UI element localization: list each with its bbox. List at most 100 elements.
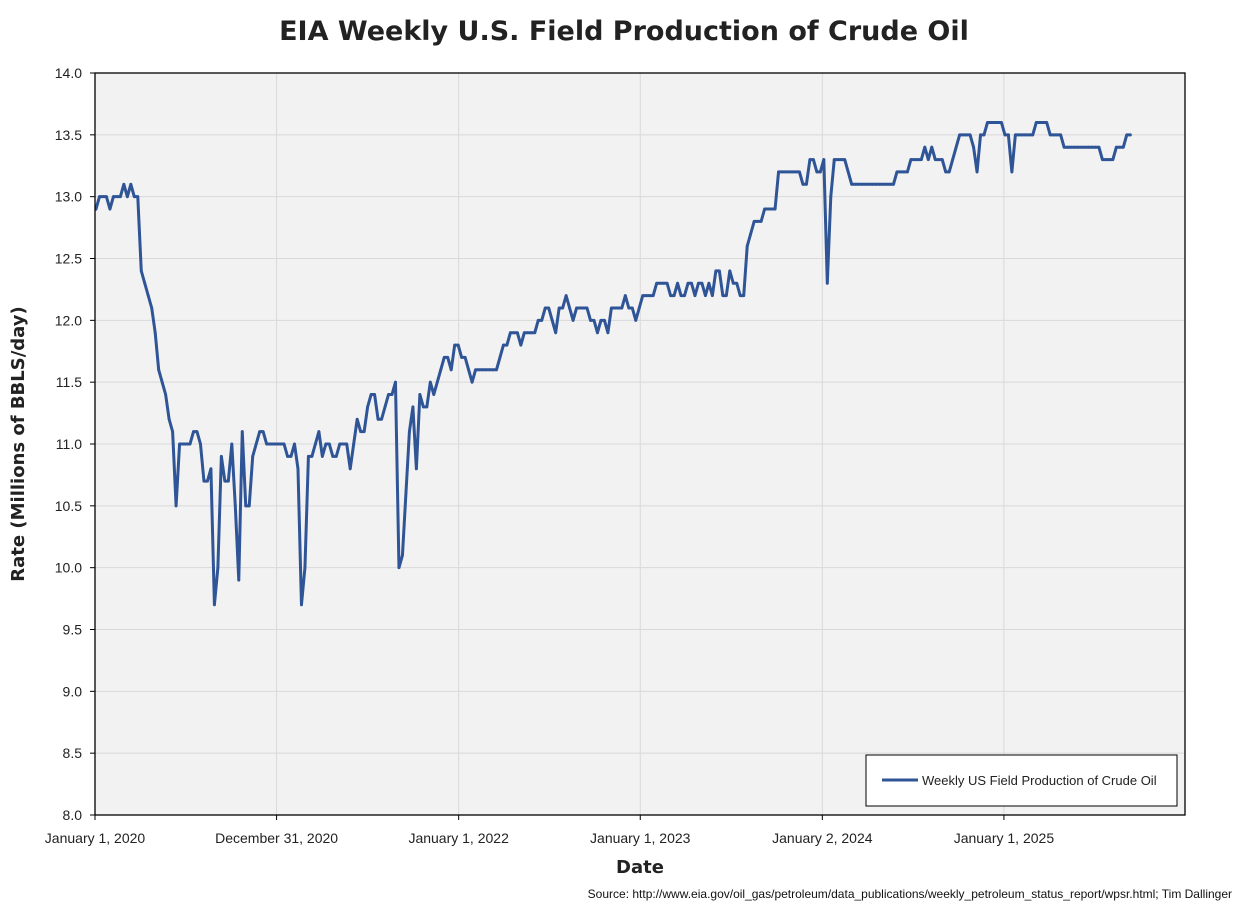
data-point — [1125, 133, 1129, 137]
data-point — [940, 158, 944, 161]
data-point — [557, 306, 561, 310]
data-point — [1020, 133, 1024, 137]
data-point — [700, 281, 704, 285]
data-point — [195, 430, 199, 434]
data-point — [484, 368, 488, 372]
data-point — [1114, 145, 1118, 149]
data-point — [98, 195, 101, 199]
data-point — [460, 356, 464, 359]
data-point — [139, 269, 143, 273]
data-point — [533, 331, 537, 335]
data-point — [1010, 170, 1014, 174]
data-point — [164, 393, 168, 396]
data-point — [1003, 133, 1007, 137]
x-tick-label: January 2, 2024 — [772, 830, 873, 846]
data-point — [213, 603, 216, 607]
data-point — [307, 454, 310, 458]
data-point — [453, 343, 457, 347]
plot-frame — [94, 72, 1186, 816]
data-point — [846, 170, 850, 174]
data-point — [108, 207, 112, 211]
data-point — [815, 170, 819, 174]
legend-label: Weekly US Field Production of Crude Oil — [922, 773, 1157, 788]
data-point — [543, 306, 547, 310]
data-point — [1087, 145, 1090, 149]
data-point — [867, 182, 871, 186]
data-point — [697, 281, 700, 285]
data-point — [258, 430, 262, 434]
data-point — [655, 281, 659, 285]
data-point — [735, 281, 739, 285]
data-point — [345, 442, 349, 446]
data-point — [798, 170, 801, 174]
data-point — [679, 294, 683, 297]
data-point — [1094, 145, 1097, 149]
data-point — [373, 393, 376, 396]
data-point — [488, 368, 491, 372]
data-point — [1080, 145, 1083, 149]
data-point — [1073, 145, 1076, 149]
data-point — [536, 318, 540, 322]
data-point — [909, 158, 913, 161]
data-point — [1104, 158, 1108, 161]
data-point — [676, 281, 679, 285]
data-point — [683, 294, 686, 297]
data-point — [300, 603, 303, 607]
data-point — [979, 133, 982, 137]
data-point — [958, 133, 962, 137]
data-point — [634, 318, 638, 322]
data-point — [982, 133, 986, 137]
data-point — [937, 158, 941, 161]
data-point — [836, 158, 840, 161]
y-axis-ticks: 8.0 8.5 9.0 9.5 10.0 10.5 11.0 11.5 12.0 12.5 13.0… — [55, 65, 95, 823]
data-point — [512, 331, 516, 335]
data-point — [892, 182, 895, 186]
data-point — [474, 368, 477, 372]
data-point — [906, 170, 909, 174]
data-point — [206, 479, 209, 483]
data-point — [185, 442, 188, 446]
y-axis-title: Rate (Millions of BBLS/day) — [8, 306, 29, 581]
data-point — [463, 356, 467, 359]
data-point — [1062, 145, 1066, 149]
data-point — [143, 281, 147, 285]
data-point — [387, 393, 390, 396]
data-point — [529, 331, 533, 335]
data-point — [1017, 133, 1021, 137]
data-point — [1059, 133, 1063, 137]
data-point — [446, 356, 450, 359]
data-point — [1052, 133, 1056, 137]
data-point — [707, 281, 711, 285]
data-point — [411, 405, 415, 409]
data-point — [843, 158, 847, 161]
data-point — [965, 133, 968, 137]
data-point — [509, 331, 512, 335]
data-point — [1006, 133, 1010, 137]
data-point — [418, 393, 422, 396]
series-line — [94, 120, 1132, 607]
data-point — [115, 195, 119, 199]
data-point — [839, 158, 843, 161]
y-tick-label: 11.0 — [56, 436, 82, 452]
data-point — [261, 430, 265, 434]
data-point — [502, 343, 505, 347]
data-point — [199, 442, 202, 446]
data-point — [627, 306, 631, 310]
data-point — [383, 405, 387, 409]
data-point — [192, 430, 195, 434]
data-point — [275, 442, 279, 446]
gridlines — [94, 72, 1185, 816]
y-tick-label: 9.5 — [63, 622, 83, 638]
data-point — [571, 318, 575, 322]
data-point — [575, 306, 578, 310]
data-point — [348, 467, 352, 471]
data-point — [704, 294, 707, 297]
data-point — [616, 306, 620, 310]
data-point — [320, 454, 324, 458]
data-point — [592, 318, 596, 322]
data-point — [1066, 145, 1069, 149]
data-point — [731, 281, 735, 285]
data-point — [359, 430, 363, 434]
data-point — [105, 195, 108, 199]
